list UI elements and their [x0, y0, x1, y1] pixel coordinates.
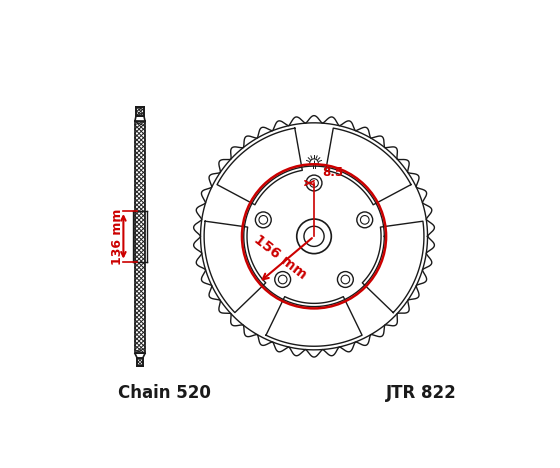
Circle shape: [338, 271, 353, 287]
Bar: [135, 121, 145, 353]
Polygon shape: [362, 221, 424, 313]
Circle shape: [310, 179, 318, 187]
Circle shape: [259, 216, 268, 224]
Circle shape: [341, 275, 349, 284]
Bar: [136, 107, 144, 116]
Circle shape: [306, 175, 322, 191]
Circle shape: [255, 212, 271, 228]
Circle shape: [200, 123, 427, 350]
Polygon shape: [217, 128, 302, 205]
Polygon shape: [135, 107, 145, 121]
Polygon shape: [194, 116, 435, 357]
Polygon shape: [204, 221, 266, 313]
Polygon shape: [137, 358, 143, 366]
Polygon shape: [136, 107, 144, 116]
Circle shape: [357, 212, 372, 228]
Text: 136 mm: 136 mm: [111, 208, 124, 264]
Circle shape: [275, 271, 291, 287]
Text: 8.5: 8.5: [322, 167, 343, 179]
Circle shape: [278, 275, 287, 284]
Polygon shape: [135, 353, 145, 366]
Polygon shape: [135, 121, 145, 353]
Polygon shape: [266, 297, 362, 346]
Circle shape: [244, 166, 384, 307]
Polygon shape: [326, 128, 411, 205]
Circle shape: [304, 226, 324, 247]
Text: JTR 822: JTR 822: [386, 384, 456, 402]
Circle shape: [361, 216, 369, 224]
Text: Chain 520: Chain 520: [118, 384, 211, 402]
Text: 156 mm: 156 mm: [251, 233, 309, 282]
Bar: [137, 358, 143, 366]
Circle shape: [297, 219, 332, 254]
